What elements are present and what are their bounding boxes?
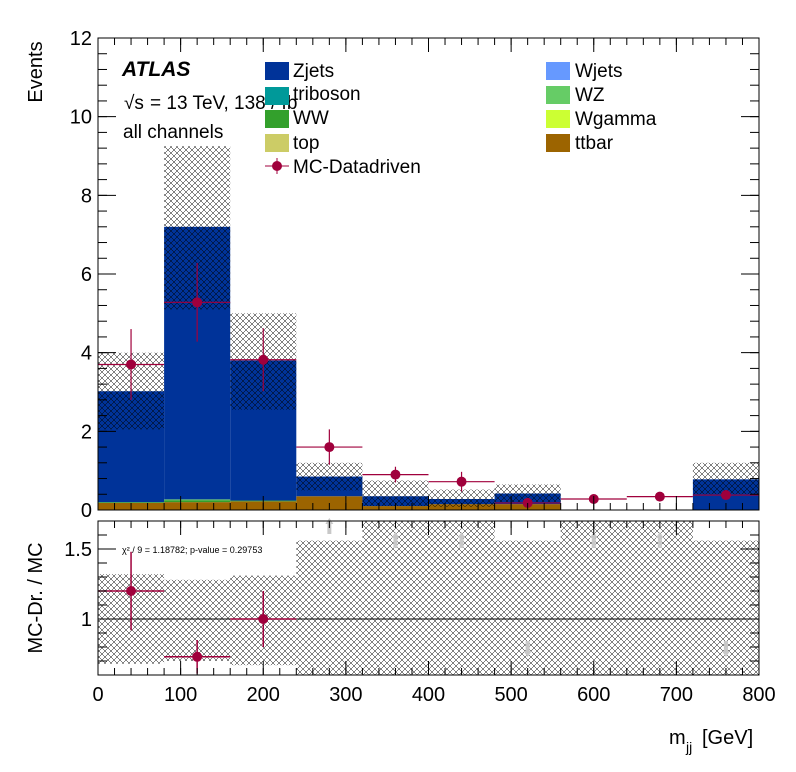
legend-label-wgamma: Wgamma [575,109,657,130]
legend-label-wz: WZ [575,85,605,106]
legend-label-ttbar: ttbar [575,133,614,154]
data-point-3 [324,442,335,453]
atlas-label: ATLAS [121,58,190,81]
region-label: all channels [123,122,223,143]
uncertainty-band-bin-4 [362,480,429,507]
x-tick-label-5: 500 [494,684,527,706]
sqrt-s-symbol: √s [124,93,144,114]
oor-arrow-3 [523,651,532,657]
uncertainty-band-bin-5 [428,489,495,507]
legend-swatch-zjets [265,62,289,80]
ratio-y-tick-label-0: 1 [81,609,92,631]
ratio-y-tick-label-1: 1.5 [64,539,92,561]
legend-data-marker [272,161,282,171]
y-tick-label-4: 8 [81,185,92,207]
legend-label-top: top [293,133,319,154]
data-point-9 [720,490,731,501]
ratio-band-bin-3 [296,540,363,675]
oor-arrow-5 [655,532,664,538]
ratio-point-1 [192,651,203,662]
x-tick-label-8: 800 [742,684,775,706]
x-tick-label-1: 100 [164,684,197,706]
ratio-point-0 [126,586,137,596]
legend-label-ww: WW [293,108,329,129]
data-point-5 [456,476,467,487]
legend-swatch-triboson [265,87,289,105]
legend: Zjets triboson WW top MC-Datadriven Wjet… [265,61,657,178]
x-tick-label-6: 600 [577,684,610,706]
uncertainty-band-bin-9 [692,462,759,495]
legend-label-data: MC-Datadriven [293,157,421,178]
y-tick-label-2: 4 [81,343,92,365]
energy-lumi-label: = 13 TeV, 138 / fb [150,93,297,114]
y-axis-ticks: 0 2 4 6 8 10 12 [70,28,759,522]
oor-arrow-1 [391,532,400,538]
x-tick-label-0: 0 [92,684,103,706]
data-point-2 [258,354,269,365]
ratio-point-2 [258,614,269,624]
x-axis-label-sub: jj [685,739,692,755]
x-axis-ticks [97,38,760,510]
data-point-4 [390,469,401,480]
bar-wz-1 [164,499,231,501]
ratio-x-axis-ticks: 0 100 200 300 400 500 600 700 800 [92,521,776,706]
legend-label-wjets: Wjets [575,61,623,82]
y-tick-label-6: 12 [70,28,92,50]
ratio-y-axis-ticks: 11.5 [64,534,759,662]
x-tick-label-4: 400 [412,684,445,706]
main-panel: 0 2 4 6 8 10 12 Events ATLAS √s = 13 TeV, 138 … [25,28,760,522]
data-point-8 [654,491,665,502]
y-tick-label-1: 2 [81,421,92,443]
legend-swatch-ww [265,110,289,128]
legend-swatch-ttbar [546,134,570,152]
ratio-y-axis-label: MC-Dr. / MC [25,542,47,653]
data-points [98,262,759,508]
x-tick-label-3: 300 [329,684,362,706]
ratio-points [98,551,297,674]
legend-label-triboson: triboson [293,84,361,105]
legend-label-zjets: Zjets [293,61,334,82]
x-axis-label-main: m [669,727,686,749]
legend-swatch-wjets [546,62,570,80]
y-tick-label-5: 10 [70,107,92,129]
chi2-stat-text: χ² / 9 = 1.18782; p-value = 0.29753 [122,545,262,555]
ratio-panel: 11.5 0 100 200 300 400 500 600 700 800 MC-Dr. / … [25,518,776,755]
data-point-6 [522,497,533,508]
data-point-0 [126,359,137,370]
y-tick-label-0: 0 [81,500,92,522]
legend-swatch-wz [546,86,570,104]
y-tick-label-3: 6 [81,264,92,286]
oor-arrow-2 [457,532,466,538]
legend-swatch-top [265,134,289,152]
data-point-1 [192,297,203,308]
bar-ww-0 [98,502,165,503]
bar-ww-1 [164,500,231,503]
y-axis-label: Events [25,41,47,102]
oor-arrow-6 [721,651,730,657]
legend-swatch-wgamma [546,110,570,128]
out-of-range-markers [325,518,730,657]
uncertainty-band-bin-3 [296,462,363,491]
x-tick-label-7: 700 [660,684,693,706]
x-axis-label-unit: [GeV] [702,727,753,749]
x-tick-label-2: 200 [247,684,280,706]
